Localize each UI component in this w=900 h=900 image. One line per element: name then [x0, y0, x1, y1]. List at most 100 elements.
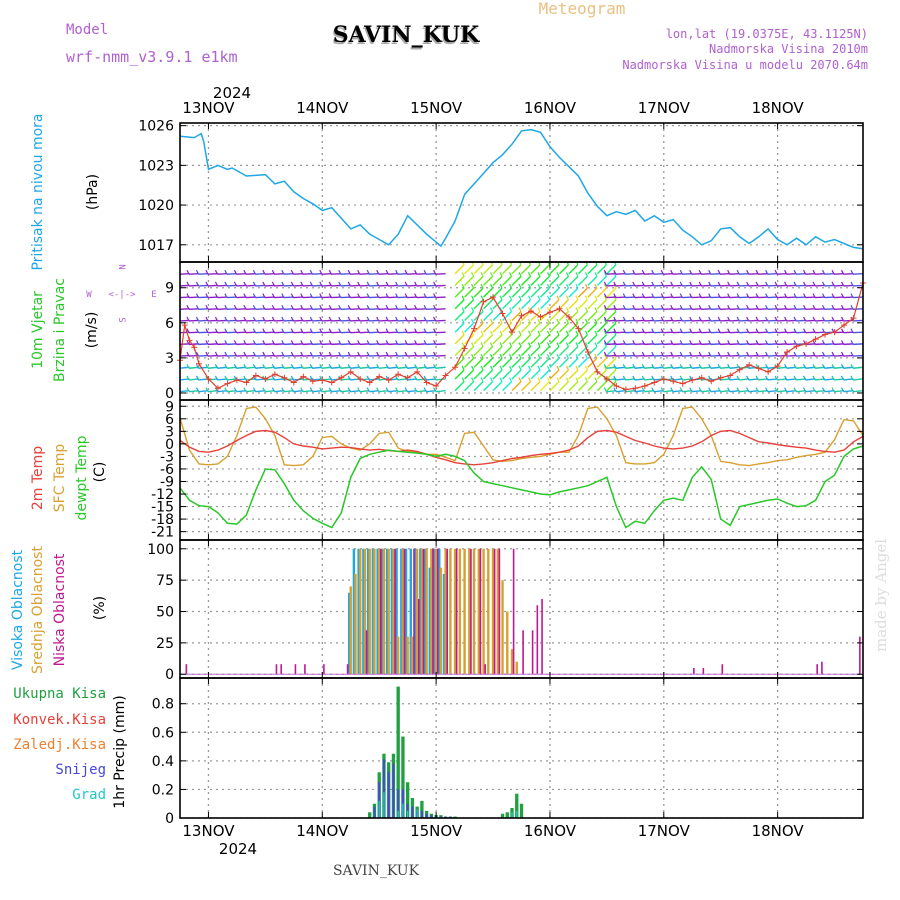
wind-barb-feather	[214, 363, 218, 369]
wind-barb-feather	[243, 316, 247, 322]
wind-barb-feather	[243, 305, 247, 310]
wind-barb-feather	[698, 351, 702, 357]
wind-barb-feather	[831, 293, 835, 298]
wind-barb-feather	[338, 328, 342, 333]
wind-barb	[359, 284, 370, 287]
wind-barb	[350, 319, 361, 322]
wind-barb	[359, 296, 370, 299]
wind-barb-feather	[727, 293, 731, 298]
wind-barb	[180, 366, 190, 369]
wind-speed-marker	[471, 325, 478, 332]
wind-barb	[274, 378, 285, 381]
wind-barb	[539, 287, 550, 298]
wind-barb-feather	[594, 330, 598, 336]
cloud-ylabel-low: Niska Oblacnost	[52, 553, 68, 666]
wind-barb-feather	[822, 281, 826, 287]
wind-barb-feather	[404, 305, 408, 310]
wind-barb-feather	[508, 353, 513, 359]
wind-barb	[359, 366, 370, 369]
wind-barb	[369, 319, 380, 322]
wind-barb-feather	[537, 377, 541, 382]
wind-barb	[521, 264, 531, 275]
wind-barb	[492, 381, 503, 392]
y-tick-label-wind: 3	[165, 351, 174, 367]
wind-barb	[426, 308, 437, 310]
wind-barb-feather	[252, 293, 256, 298]
wind-barb-feather	[850, 363, 854, 369]
wind-barb-feather	[499, 272, 503, 277]
temp-ylabel-dewpt: dewpt Temp	[74, 435, 90, 520]
wind-barb	[701, 272, 712, 275]
wind-barb-feather	[717, 363, 721, 369]
wind-speed-line	[179, 282, 864, 391]
wind-barb	[852, 308, 863, 310]
wind-barb	[274, 354, 285, 357]
wind-barb	[426, 378, 437, 381]
wind-barb	[625, 354, 636, 357]
wind-barb-feather	[205, 351, 209, 357]
wind-barb	[388, 366, 399, 369]
wind-barb-feather	[660, 305, 664, 310]
wind-barb	[758, 308, 769, 310]
wind-barb	[293, 296, 304, 299]
wind-speed-marker	[527, 308, 534, 315]
wind-barb	[748, 343, 759, 346]
wind-barb	[539, 346, 550, 357]
wind-barb	[198, 308, 209, 310]
wind-barb	[767, 389, 778, 393]
wind-barb-feather	[243, 269, 247, 275]
wind-barb	[483, 264, 494, 275]
wind-barb-feather	[537, 365, 541, 371]
wind-barb	[530, 357, 541, 368]
wind-barb	[606, 381, 617, 392]
wind-barb	[198, 296, 209, 299]
compass-cross: <-|->	[108, 290, 136, 300]
wind-barb	[293, 354, 304, 357]
wind-barb-feather	[262, 328, 266, 333]
wind-barb-feather	[575, 283, 579, 289]
wind-barb	[549, 275, 560, 286]
pressure-line	[179, 128, 864, 250]
wind-barb-feather	[736, 269, 740, 275]
wind-barb	[796, 331, 807, 334]
wind-barb	[653, 296, 664, 299]
wind-barb	[198, 319, 209, 322]
wind-barb-feather	[205, 387, 209, 392]
wind-barb	[833, 366, 845, 369]
wind-barb-feather	[840, 387, 845, 392]
wind-barb-feather	[812, 363, 816, 369]
wind-barb	[805, 378, 816, 381]
wind-barb	[796, 366, 807, 369]
wind-barb-feather	[603, 377, 607, 382]
wind-speed-marker	[803, 340, 810, 347]
wind-barb	[815, 319, 826, 322]
wind-barb-feather	[556, 283, 560, 289]
wind-barb-feather	[243, 328, 247, 333]
wind-barb-feather	[651, 351, 655, 357]
wind-barb	[701, 354, 712, 357]
wind-barb	[568, 264, 579, 275]
wind-barb	[530, 287, 541, 298]
wind-barb	[634, 343, 645, 346]
wind-barb	[359, 319, 370, 322]
wind-barb-feather	[850, 281, 854, 287]
wind-barb	[454, 299, 465, 310]
wind-barb-feather	[622, 328, 626, 333]
wind-barb-feather	[376, 387, 380, 392]
wind-barb-feather	[385, 269, 389, 275]
wind-barb	[397, 331, 408, 334]
wind-barb-feather	[765, 375, 769, 381]
wind-barb	[530, 275, 541, 286]
wind-barb	[416, 272, 427, 275]
wind-speed-marker	[784, 349, 791, 356]
wind-barb-feather	[180, 285, 181, 286]
wind-barb-feather	[632, 305, 636, 310]
wind-barb	[188, 378, 200, 381]
wind-barb	[217, 343, 228, 346]
wind-barb	[180, 378, 190, 381]
wind-barb	[843, 272, 854, 275]
wind-barb	[596, 322, 607, 333]
precip-bar-total	[515, 793, 519, 818]
wind-barb-feather	[490, 272, 494, 277]
wind-barb	[634, 378, 645, 381]
